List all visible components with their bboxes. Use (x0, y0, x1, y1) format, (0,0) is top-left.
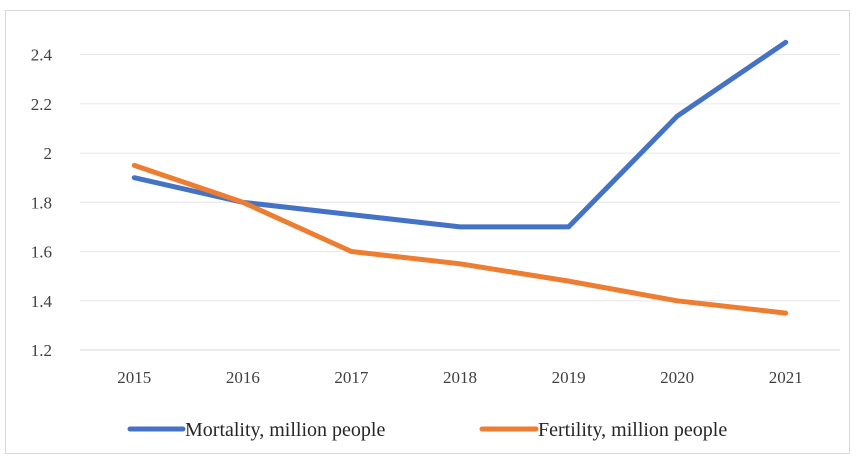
x-tick-label: 2019 (552, 368, 586, 387)
y-tick-label: 1.6 (31, 243, 52, 262)
x-tick-label: 2016 (226, 368, 260, 387)
legend: Mortality, million people Fertility, mill… (127, 419, 727, 441)
y-tick-label: 1.2 (31, 341, 52, 360)
series-line-fertility (131, 162, 789, 316)
y-tick-label: 1.8 (31, 193, 52, 212)
x-tick-label: 2021 (769, 368, 803, 387)
x-tick-label: 2020 (660, 368, 694, 387)
x-tick-label: 2018 (443, 368, 477, 387)
gridlines (80, 54, 840, 302)
chart-frame (5, 10, 850, 454)
x-tick-label: 2015 (117, 368, 151, 387)
y-tick-label: 2 (44, 144, 53, 163)
legend-label: Mortality, million people (185, 419, 385, 441)
y-tick-label: 2.4 (31, 46, 53, 65)
x-tick-label: 2017 (334, 368, 369, 387)
y-tick-label: 2.2 (31, 95, 52, 114)
x-axis-ticks: 2015 2016 2017 2018 2019 2020 2021 (117, 368, 802, 387)
legend-label: Fertility, million people (538, 419, 727, 441)
y-tick-label: 1.4 (31, 292, 53, 311)
y-axis-ticks: 1.2 1.4 1.6 1.8 2 2.2 2.4 (31, 46, 53, 360)
series-lines (131, 39, 789, 316)
